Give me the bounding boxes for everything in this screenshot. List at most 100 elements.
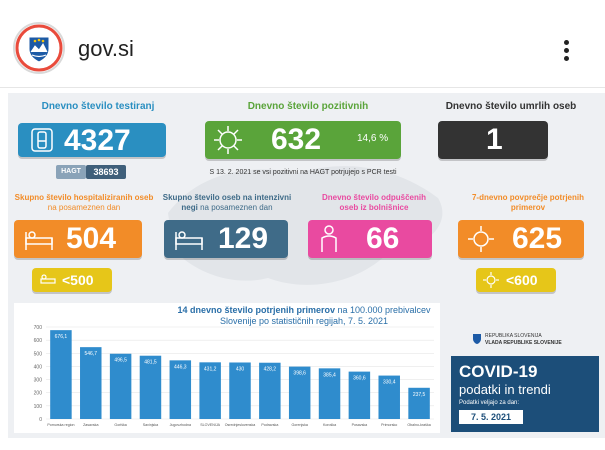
- x-tick-label: Goriška: [114, 423, 126, 427]
- bar-chart: 0 100 200 300 400 500 600 700 676,1 Pomurska regi…: [34, 325, 434, 427]
- positive-title: Dnevno število pozitivnih: [247, 101, 369, 112]
- covid-title-panel: COVID-19 podatki in trendi Podatki velja…: [451, 356, 599, 432]
- bar-value-label: 428,2: [264, 367, 277, 373]
- slovenia-coat-of-arms-icon: [473, 334, 481, 344]
- y-tick-label: 700: [34, 325, 43, 331]
- bar: [169, 360, 192, 419]
- gov-line1: REPUBLIKA SLOVENIJA: [485, 333, 542, 339]
- slovenia-coat-of-arms-icon: [15, 24, 63, 72]
- covid-date: 7. 5. 2021: [459, 410, 523, 424]
- deaths-value: 1: [486, 123, 503, 156]
- x-tick-label: Podravska: [261, 423, 278, 427]
- chart-title: 14 dnevno število potrjenih primerov na …: [177, 305, 431, 326]
- bar: [288, 366, 311, 419]
- bar-value-label: 546,7: [85, 351, 98, 357]
- hospitalised-target: <500: [62, 272, 94, 288]
- positive-box: 632 14,6 %: [205, 121, 401, 159]
- hospitalised-title: Skupno število hospitaliziranih oseb na …: [14, 193, 154, 212]
- icu-box: 129: [164, 220, 288, 258]
- y-tick-label: 300: [34, 378, 43, 384]
- hospitalised-target-badge: <500: [32, 268, 112, 292]
- bar: [318, 368, 341, 419]
- tests-box: 4327: [18, 123, 166, 157]
- y-tick-label: 200: [34, 391, 43, 397]
- bar-value-label: 676,1: [55, 334, 68, 340]
- deaths-title: Dnevno število umrlih oseb: [445, 101, 577, 112]
- x-tick-label: Koroška: [323, 423, 336, 427]
- bar: [378, 375, 400, 419]
- y-tick-label: 0: [39, 417, 42, 423]
- bar: [50, 330, 72, 419]
- person-icon: [321, 225, 337, 252]
- icu-value: 129: [218, 222, 269, 255]
- covid-title: COVID-19: [459, 362, 538, 381]
- bar-value-label: 398,6: [293, 371, 306, 377]
- y-tick-label: 400: [34, 364, 43, 370]
- bar-value-label: 385,4: [323, 372, 336, 378]
- x-tick-label: Pomurska region: [47, 423, 74, 427]
- bar: [229, 362, 251, 419]
- x-tick-label: SLOVENIJA: [200, 423, 220, 427]
- x-tick-label: Savinjska: [143, 423, 158, 427]
- avg7-value: 625: [512, 222, 563, 255]
- avg7-box: 625: [458, 220, 584, 258]
- avg7-target-badge: <600: [476, 268, 556, 292]
- discharged-box: 66: [308, 220, 432, 258]
- bar-value-label: 330,4: [383, 380, 396, 386]
- gov-line2: VLADA REPUBLIKE SLOVENIJE: [485, 340, 562, 346]
- tests-value: 4327: [64, 124, 131, 157]
- bar: [109, 353, 132, 419]
- hagt-value: 38693: [86, 165, 126, 179]
- discharged-value: 66: [366, 222, 400, 255]
- positive-note: S 13. 2. 2021 se vsi pozitivni na HAGT p…: [209, 169, 397, 176]
- x-tick-label: Osrednjeslovenska: [225, 423, 256, 427]
- bar-value-label: 496,5: [114, 358, 127, 364]
- x-tick-label: Zasavska: [83, 423, 98, 427]
- icu-title: Skupno število oseb na intenzivni negi n…: [162, 193, 292, 212]
- hospitalised-box: 504: [14, 220, 142, 258]
- bar-value-label: 431,2: [204, 366, 217, 372]
- hospital-bed-icon: [25, 231, 53, 250]
- bar: [199, 362, 221, 419]
- bar: [348, 371, 371, 419]
- deaths-box: 1: [438, 121, 548, 159]
- y-tick-label: 600: [34, 338, 43, 344]
- y-tick-label: 500: [34, 351, 43, 357]
- discharged-title: Dnevno število odpuščenih oseb iz bolniš…: [321, 193, 426, 212]
- icu-bed-icon: [175, 231, 203, 250]
- app-header: gov.si: [0, 0, 605, 88]
- virus-icon: [468, 226, 494, 252]
- bar-value-label: 430: [236, 366, 245, 372]
- hagt-label: HAGT: [56, 165, 86, 179]
- avg7-target: <600: [506, 272, 538, 288]
- bar: [408, 387, 430, 419]
- site-name[interactable]: gov.si: [78, 36, 134, 61]
- more-options-icon[interactable]: [556, 36, 576, 66]
- bar-value-label: 446,3: [174, 364, 187, 370]
- x-tick-label: Obalno-kraška: [407, 423, 430, 427]
- virus-small-icon: [483, 272, 499, 288]
- bar-value-label: 237,5: [413, 392, 426, 398]
- test-tube-icon: [31, 128, 53, 152]
- x-tick-label: Primorsko: [381, 423, 397, 427]
- bar-chart-panel: 14 dnevno število potrjenih primerov na …: [14, 303, 440, 433]
- avg7-title: 7-dnevno povprečje potrjenih primerov: [471, 193, 584, 212]
- covid-infographic: Dnevno število testiranj 4327 HAGT 38693…: [8, 93, 605, 438]
- bar: [80, 347, 102, 419]
- virus-icon: [214, 126, 242, 154]
- bar-value-label: 360,6: [353, 376, 366, 382]
- gov-logo-icon[interactable]: [13, 22, 65, 74]
- hospitalised-value: 504: [66, 222, 117, 255]
- x-tick-label: Jugovzhodna: [170, 423, 191, 427]
- positive-percent: 14,6 %: [357, 133, 389, 144]
- bar: [139, 355, 162, 419]
- y-tick-label: 100: [34, 404, 43, 410]
- x-tick-label: Gorenjska: [291, 423, 307, 427]
- bar: [259, 362, 281, 419]
- covid-valid-label: Podatki veljajo za dan:: [459, 400, 520, 406]
- covid-subtitle: podatki in trendi: [459, 382, 551, 397]
- positive-value: 632: [271, 123, 322, 156]
- bar-value-label: 481,5: [144, 360, 157, 366]
- bed-small-icon: [40, 274, 56, 284]
- tests-title: Dnevno število testiranj: [41, 101, 155, 112]
